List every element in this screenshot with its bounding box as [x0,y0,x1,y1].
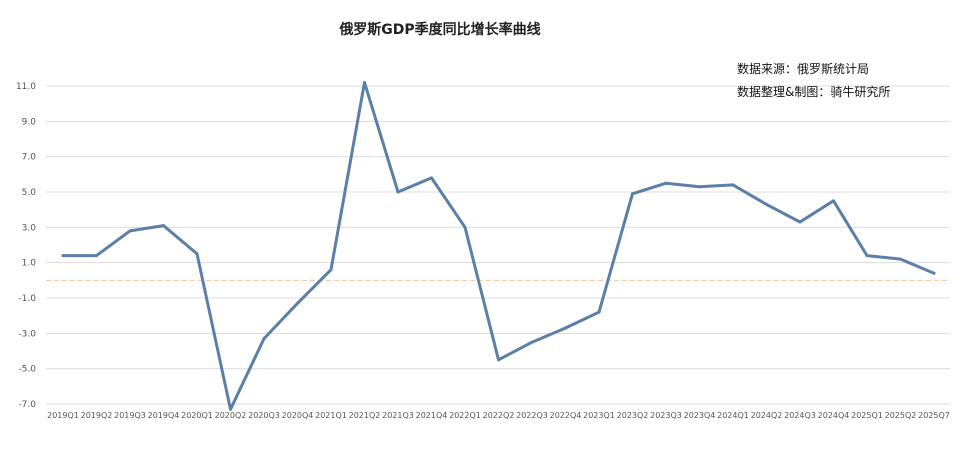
x-tick-label: 2019Q3 [114,411,146,420]
x-tick-label: 2024Q1 [717,411,749,420]
data-point [430,176,433,180]
y-tick-label: -5.0 [18,365,36,375]
x-tick-label: 2021Q4 [416,411,448,420]
data-point [597,310,601,314]
data-point [195,252,199,256]
gridlines [46,85,950,405]
data-point [329,268,333,272]
data-point [698,185,701,189]
x-tick-label: 2021Q2 [349,411,381,420]
data-point [396,190,400,194]
data-point [363,80,366,84]
data-point [899,257,902,261]
x-tick-label: 2019Q2 [81,411,113,420]
x-tick-label: 2022Q2 [483,411,515,420]
x-tick-label: 2024Q2 [751,411,783,420]
data-point [262,337,266,341]
data-point [832,199,835,203]
data-point [463,225,467,229]
x-tick-label: 2019Q4 [148,411,180,420]
data-point [932,271,936,275]
data-point [497,358,500,362]
y-tick-label: -3.0 [18,329,36,339]
data-point [162,224,165,228]
x-tick-label: 2020Q4 [282,411,314,420]
x-tick-label: 2022Q3 [516,411,548,420]
x-tick-label: 2023Q1 [583,411,615,420]
data-point [61,254,65,258]
data-point [765,202,768,206]
y-tick-label: 9.0 [22,117,37,127]
x-tick-label: 2025Q7 [918,411,950,420]
x-tick-label: 2023Q4 [684,411,716,420]
data-point [564,326,567,330]
chart-title: 俄罗斯GDP季度同比增长率曲线 [338,21,540,38]
data-point [631,192,634,196]
source-note: 数据来源：俄罗斯统计局 [737,61,869,76]
x-tick-label: 2024Q4 [818,411,850,420]
series-group [61,80,936,411]
x-tick-label: 2021Q1 [315,411,347,420]
credit-note: 数据整理&制图：骑牛研究所 [737,84,890,99]
x-tick-label: 2020Q3 [248,411,280,420]
data-point [798,220,802,224]
y-axis-tick-labels: 11.0 9.0 7.0 5.0 3.0 1.0 -1.0 -3.0 -5.0 -7.0 [16,82,36,410]
y-tick-label: 7.0 [22,153,37,163]
x-tick-label: 2023Q3 [650,411,682,420]
y-tick-label: 3.0 [22,223,37,233]
y-tick-label: 11.0 [16,82,36,92]
x-tick-label: 2022Q4 [550,411,582,420]
x-tick-label: 2024Q3 [784,411,816,420]
x-tick-label: 2020Q1 [181,411,213,420]
x-tick-label: 2023Q2 [617,411,649,420]
data-point [664,181,668,185]
x-axis-tick-labels: 2019Q1 2019Q2 2019Q3 2019Q4 2020Q1 2020Q2 2020… [47,411,950,420]
y-tick-label: 1.0 [22,259,37,269]
y-tick-label: -7.0 [18,400,36,410]
x-tick-label: 2025Q1 [851,411,883,420]
data-point [865,254,869,258]
x-tick-label: 2019Q1 [47,411,79,420]
x-tick-label: 2025Q2 [885,411,917,420]
data-point [530,340,534,344]
y-tick-label: -1.0 [18,294,36,304]
data-point [128,229,132,233]
x-tick-label: 2021Q3 [382,411,414,420]
x-tick-label: 2020Q2 [215,411,247,420]
x-tick-label: 2022Q1 [449,411,481,420]
data-point [296,301,299,305]
data-point [229,407,232,411]
data-point [731,183,735,187]
data-point [95,254,98,258]
y-tick-label: 5.0 [22,188,37,198]
